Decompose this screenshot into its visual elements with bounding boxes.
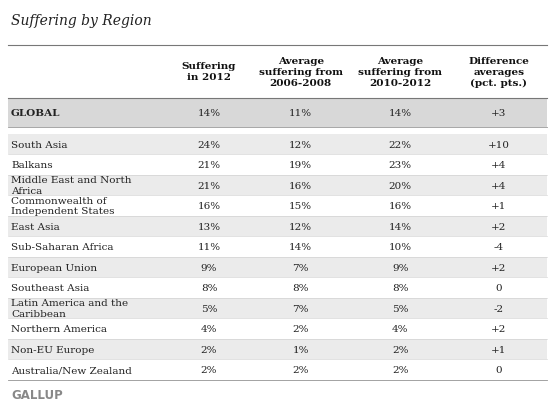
Text: 2%: 2% — [293, 324, 309, 333]
Bar — [8, 216, 547, 237]
Bar — [8, 196, 547, 216]
Text: 24%: 24% — [197, 140, 221, 150]
Text: +3: +3 — [491, 109, 507, 118]
Text: Difference
averages
(pct. pts.): Difference averages (pct. pts.) — [468, 57, 529, 88]
Text: 16%: 16% — [389, 202, 412, 211]
Text: Non-EU Europe: Non-EU Europe — [11, 345, 95, 354]
Text: 1%: 1% — [293, 345, 309, 354]
Text: 21%: 21% — [197, 161, 221, 170]
Text: 5%: 5% — [392, 304, 409, 313]
Bar — [8, 135, 547, 155]
Text: 12%: 12% — [289, 140, 312, 150]
Text: -4: -4 — [494, 242, 504, 252]
Text: +2: +2 — [491, 324, 507, 333]
Text: 11%: 11% — [197, 242, 221, 252]
Text: Balkans: Balkans — [11, 161, 53, 170]
Text: South Asia: South Asia — [11, 140, 68, 150]
Text: Average
suffering from
2006-2008: Average suffering from 2006-2008 — [258, 57, 343, 88]
Text: 4%: 4% — [201, 324, 217, 333]
Text: Suffering by Region: Suffering by Region — [11, 14, 152, 28]
Text: 13%: 13% — [197, 222, 221, 231]
Bar — [8, 359, 547, 380]
Text: 2%: 2% — [293, 365, 309, 374]
Text: Southeast Asia: Southeast Asia — [11, 283, 89, 292]
Text: 2%: 2% — [201, 365, 217, 374]
Text: 20%: 20% — [389, 181, 412, 190]
Text: 8%: 8% — [293, 283, 309, 292]
Text: 22%: 22% — [389, 140, 412, 150]
Text: -2: -2 — [494, 304, 504, 313]
Bar — [8, 257, 547, 278]
Text: 2%: 2% — [392, 345, 409, 354]
Text: 0: 0 — [496, 365, 502, 374]
Bar — [8, 298, 547, 319]
Text: 14%: 14% — [197, 109, 221, 118]
Bar — [8, 278, 547, 298]
Text: Sub-Saharan Africa: Sub-Saharan Africa — [11, 242, 113, 252]
Bar — [8, 339, 547, 359]
Text: 7%: 7% — [293, 263, 309, 272]
Text: GALLUP: GALLUP — [11, 388, 63, 401]
Text: +2: +2 — [491, 263, 507, 272]
Text: +4: +4 — [491, 161, 507, 170]
Text: 19%: 19% — [289, 161, 312, 170]
Text: 0: 0 — [496, 283, 502, 292]
Text: +2: +2 — [491, 222, 507, 231]
Text: 21%: 21% — [197, 181, 221, 190]
Text: 10%: 10% — [389, 242, 412, 252]
Text: Middle East and North
Africa: Middle East and North Africa — [11, 176, 131, 195]
Text: European Union: European Union — [11, 263, 97, 272]
Text: 11%: 11% — [289, 109, 312, 118]
Text: Latin America and the
Caribbean: Latin America and the Caribbean — [11, 299, 128, 318]
Text: 8%: 8% — [201, 283, 217, 292]
Bar — [8, 155, 547, 176]
Text: +1: +1 — [491, 345, 507, 354]
Text: 2%: 2% — [201, 345, 217, 354]
Bar — [8, 99, 547, 127]
Text: 2%: 2% — [392, 365, 409, 374]
Text: 14%: 14% — [389, 109, 412, 118]
Text: 16%: 16% — [289, 181, 312, 190]
Text: 9%: 9% — [392, 263, 409, 272]
Text: Northern America: Northern America — [11, 324, 107, 333]
Text: 23%: 23% — [389, 161, 412, 170]
Text: 16%: 16% — [197, 202, 221, 211]
Text: 7%: 7% — [293, 304, 309, 313]
Text: GLOBAL: GLOBAL — [11, 109, 60, 118]
Text: Average
suffering from
2010-2012: Average suffering from 2010-2012 — [359, 57, 442, 88]
Text: 14%: 14% — [289, 242, 312, 252]
Bar — [8, 237, 547, 257]
Text: 14%: 14% — [389, 222, 412, 231]
Text: 5%: 5% — [201, 304, 217, 313]
Bar — [8, 176, 547, 196]
Text: Australia/New Zealand: Australia/New Zealand — [11, 365, 132, 374]
Text: 8%: 8% — [392, 283, 409, 292]
Text: 12%: 12% — [289, 222, 312, 231]
Text: East Asia: East Asia — [11, 222, 60, 231]
Text: +4: +4 — [491, 181, 507, 190]
Bar — [8, 319, 547, 339]
Text: 9%: 9% — [201, 263, 217, 272]
Text: 4%: 4% — [392, 324, 409, 333]
Text: Suffering
in 2012: Suffering in 2012 — [182, 62, 236, 82]
Text: Commonwealth of
Independent States: Commonwealth of Independent States — [11, 197, 114, 216]
Text: +1: +1 — [491, 202, 507, 211]
Text: +10: +10 — [488, 140, 510, 150]
Text: 15%: 15% — [289, 202, 312, 211]
